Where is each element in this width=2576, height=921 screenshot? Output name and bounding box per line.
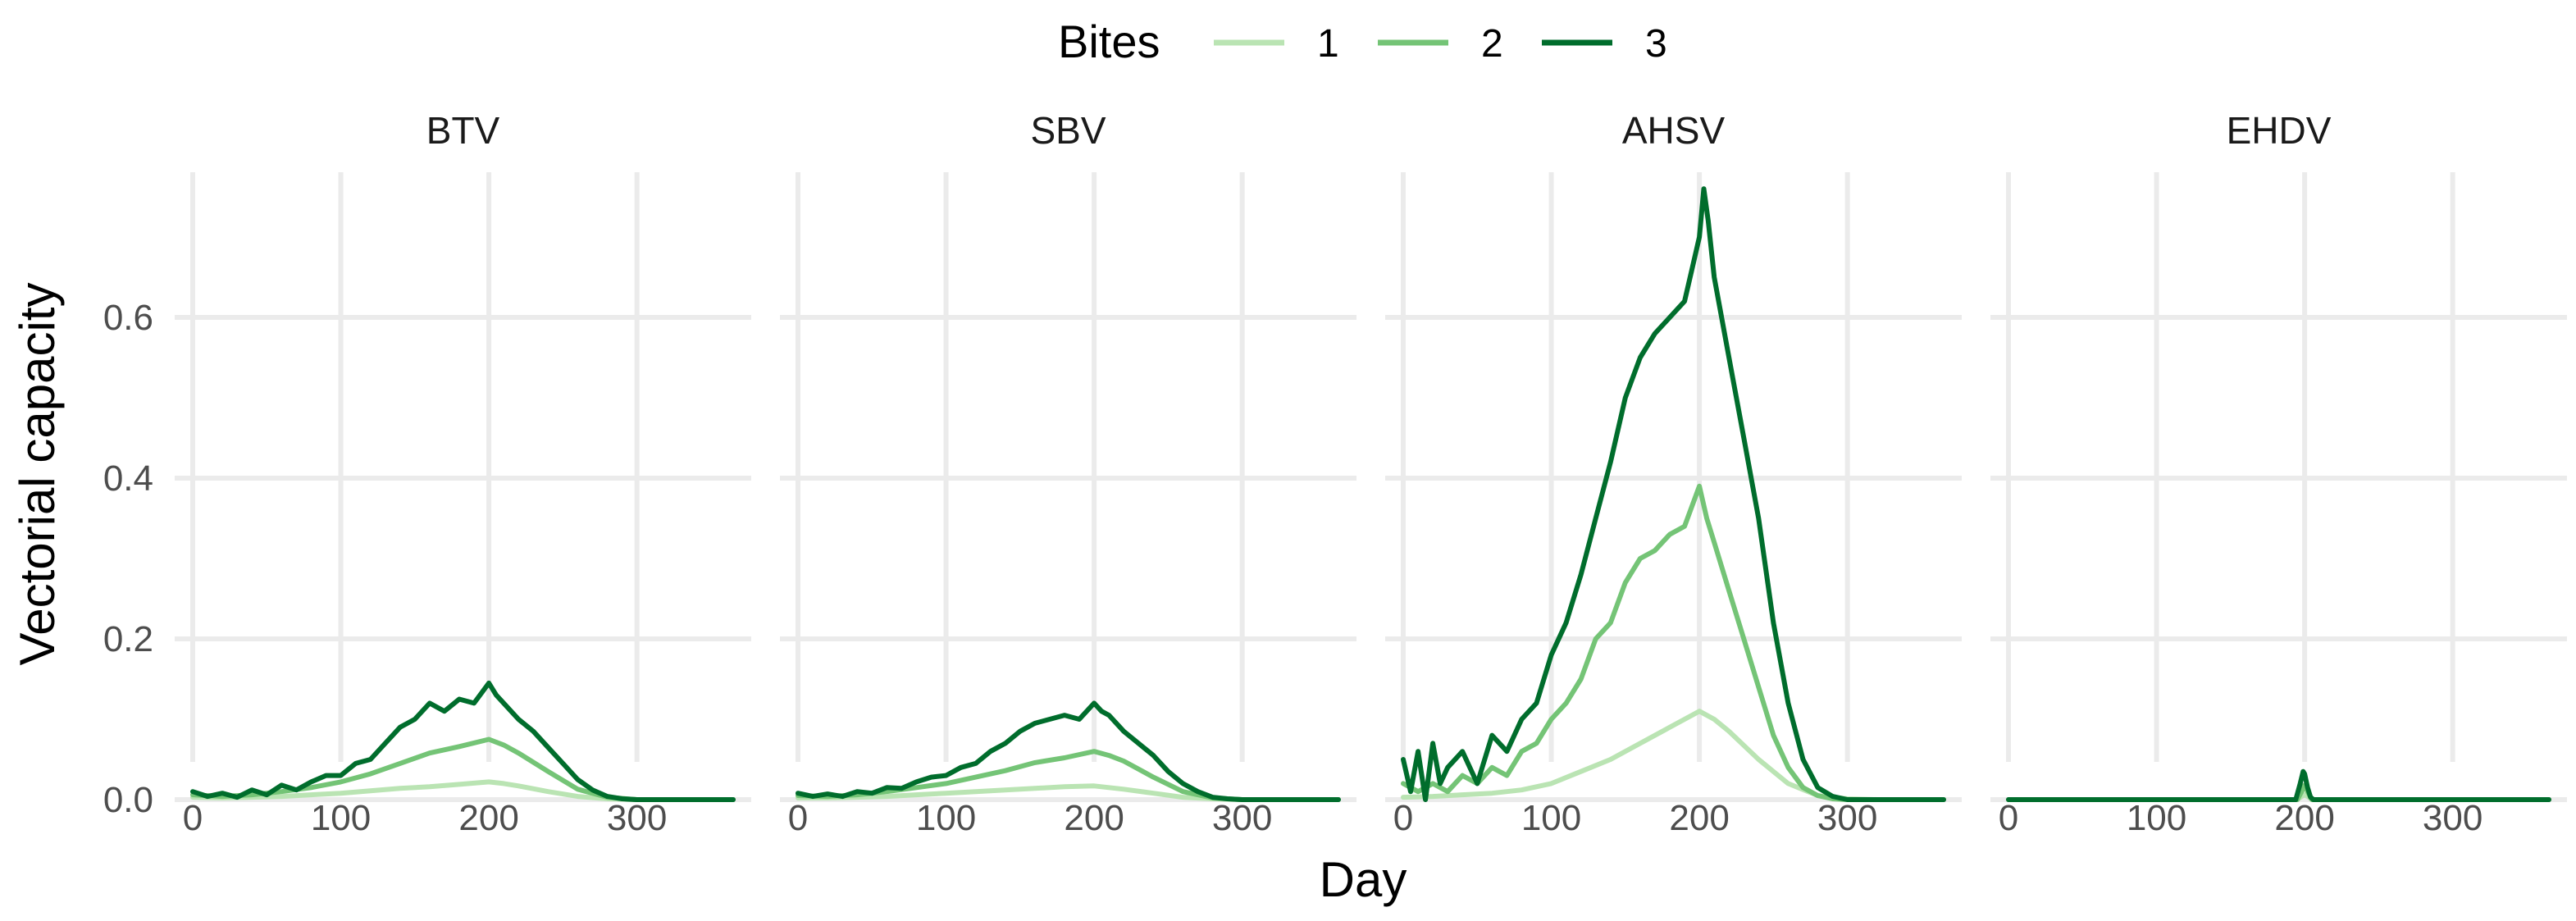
x-tick-label: 300 [607, 798, 667, 838]
legend-title: Bites [1058, 16, 1160, 67]
x-tick-label: 300 [1817, 798, 1877, 838]
x-tick-label: 300 [1212, 798, 1272, 838]
y-tick-label: 0.4 [103, 458, 153, 499]
x-tick-label: 200 [2274, 798, 2334, 838]
x-tick-label: 0 [1999, 798, 2018, 838]
x-tick-label: 200 [1669, 798, 1729, 838]
y-tick-label: 0.2 [103, 619, 153, 659]
x-tick-label: 300 [2423, 798, 2483, 838]
x-tick-label: 100 [916, 798, 976, 838]
series-line-sbv-bites-3 [796, 700, 1341, 802]
y-tick-label: 0.0 [103, 780, 153, 820]
facet-panel-sbv: SBV 0 100 200 300 [780, 109, 1356, 838]
x-axis-title: Day [1320, 852, 1407, 907]
x-tick-label: 100 [2127, 798, 2186, 838]
y-tick-label: 0.6 [103, 298, 153, 338]
series-line-ahsv-bites-3 [1401, 186, 1946, 802]
facet-title-sbv: SBV [1030, 109, 1106, 152]
facet-panel-ehdv: EHDV 0 100 200 300 [1990, 109, 2567, 838]
x-tick-label: 200 [1064, 798, 1124, 838]
series-line-btv-bites-3 [190, 680, 736, 802]
x-tick-label: 0 [788, 798, 808, 838]
facet-title-btv: BTV [426, 109, 500, 152]
facet-panel-btv: BTV 0 100 200 300 [175, 109, 751, 838]
x-tick-label: 100 [1521, 798, 1581, 838]
series-line-ahsv-bites-2 [1401, 483, 1946, 802]
x-tick-label: 0 [183, 798, 203, 838]
facet-panel-ahsv: AHSV 0 100 200 300 [1385, 109, 1962, 838]
legend-label-3: 3 [1645, 22, 1667, 66]
y-axis-title: Vectorial capacity [10, 283, 65, 666]
legend-label-2: 2 [1481, 22, 1503, 66]
x-tick-label: 100 [311, 798, 371, 838]
legend-label-1: 1 [1317, 22, 1339, 66]
series-line-ehdv-bites-3 [2006, 768, 2551, 802]
facet-title-ahsv: AHSV [1622, 109, 1726, 152]
x-tick-label: 200 [458, 798, 518, 838]
facet-title-ehdv: EHDV [2227, 109, 2332, 152]
legend: Bites 1 2 3 [1058, 16, 1667, 67]
x-tick-label: 0 [1393, 798, 1413, 838]
